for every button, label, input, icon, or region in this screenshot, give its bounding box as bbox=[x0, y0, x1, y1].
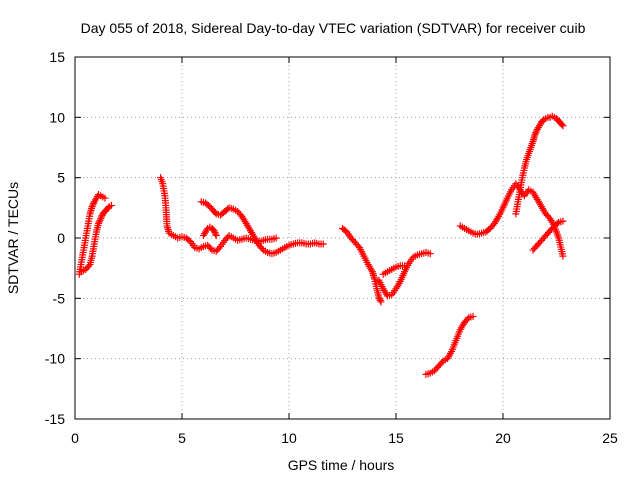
data-point bbox=[258, 244, 266, 252]
data-point bbox=[558, 121, 566, 129]
y-tick-label: 0 bbox=[57, 230, 65, 246]
data-point bbox=[215, 244, 223, 252]
data-point bbox=[207, 244, 215, 252]
data-point bbox=[377, 298, 385, 306]
data-point bbox=[210, 227, 218, 235]
series-arc-3 bbox=[157, 174, 280, 255]
data-point bbox=[469, 312, 477, 320]
data-point bbox=[532, 129, 540, 137]
data-point bbox=[89, 201, 97, 209]
data-point bbox=[319, 240, 327, 248]
y-tick-label: -10 bbox=[45, 351, 65, 367]
data-point bbox=[463, 315, 471, 323]
data-point bbox=[376, 295, 384, 303]
data-point bbox=[426, 250, 434, 258]
data-point bbox=[88, 203, 96, 211]
series-arc-10 bbox=[456, 180, 567, 260]
data-point bbox=[376, 296, 384, 304]
x-tick-label: 20 bbox=[495, 430, 511, 446]
data-point bbox=[95, 218, 103, 226]
y-tick-label: -5 bbox=[53, 290, 66, 306]
series-arc-11 bbox=[512, 112, 567, 218]
tick-labels: 0 5 10 15 20 25 -15 -10 -5 0 5 10 15 bbox=[45, 49, 618, 446]
grid-lines bbox=[75, 57, 610, 419]
data-point bbox=[559, 122, 567, 130]
x-tick-label: 0 bbox=[71, 430, 79, 446]
data-point bbox=[559, 217, 567, 225]
series-arc-12 bbox=[529, 217, 567, 254]
data-point bbox=[211, 228, 219, 236]
data-point bbox=[401, 262, 409, 270]
y-tick-label: 15 bbox=[49, 49, 65, 65]
data-point bbox=[531, 130, 539, 138]
y-tick-label: 5 bbox=[57, 170, 65, 186]
data-point bbox=[212, 230, 220, 238]
data-point bbox=[96, 216, 104, 224]
series-arc-8 bbox=[379, 262, 409, 278]
data-point bbox=[375, 293, 383, 301]
data-point bbox=[85, 262, 93, 270]
x-tick-label: 5 bbox=[178, 430, 186, 446]
y-axis-label: SDTVAR / TECUs bbox=[5, 182, 21, 294]
series-arc-9 bbox=[422, 312, 477, 378]
series-arc-5 bbox=[199, 223, 220, 240]
data-marks bbox=[75, 112, 567, 378]
series-arc-1 bbox=[75, 191, 109, 278]
chart-title: Day 055 of 2018, Sidereal Day-to-day VTE… bbox=[81, 20, 586, 36]
data-point bbox=[107, 201, 115, 209]
data-point bbox=[101, 194, 109, 202]
data-point bbox=[97, 215, 105, 223]
y-tick-label: 10 bbox=[49, 109, 65, 125]
x-tick-label: 25 bbox=[602, 430, 618, 446]
data-point bbox=[354, 242, 362, 250]
data-point bbox=[97, 213, 105, 221]
data-point bbox=[95, 220, 103, 228]
data-point bbox=[553, 220, 561, 228]
x-tick-label: 10 bbox=[281, 430, 297, 446]
x-axis-label: GPS time / hours bbox=[288, 457, 395, 473]
plot-frame bbox=[74, 56, 611, 420]
series-arc-2 bbox=[77, 201, 115, 276]
series-arc-6 bbox=[339, 224, 385, 306]
x-tick-label: 15 bbox=[388, 430, 404, 446]
data-point bbox=[438, 359, 446, 367]
data-point bbox=[212, 232, 220, 240]
data-point bbox=[559, 252, 567, 260]
series-arc-4 bbox=[197, 198, 327, 258]
data-point bbox=[272, 234, 280, 242]
y-tick-label: -15 bbox=[45, 411, 65, 427]
